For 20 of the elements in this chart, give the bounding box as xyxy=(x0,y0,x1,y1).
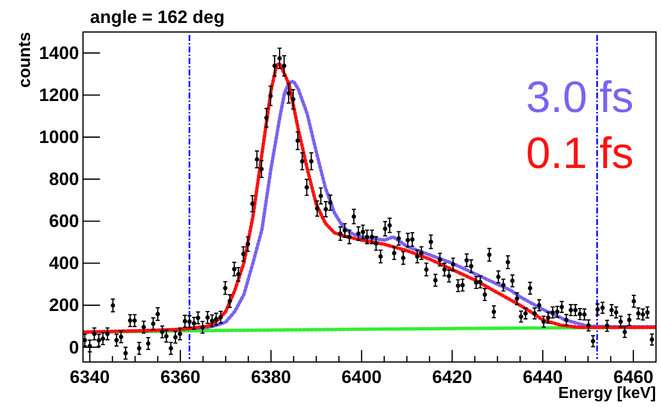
y-tick-label: 1200 xyxy=(38,85,79,106)
x-tick-label: 6380 xyxy=(250,367,292,387)
text: 3.0 fs xyxy=(526,73,634,122)
x-axis-title: Energy [keV] xyxy=(558,385,656,402)
x-tick-label: 6360 xyxy=(160,367,200,387)
y-tick-label: 0 xyxy=(68,337,79,358)
y-tick-label: 400 xyxy=(48,253,79,274)
y-tick-label: 600 xyxy=(48,211,79,232)
y-tick-label: 1000 xyxy=(38,127,79,148)
x-tick-label: 6440 xyxy=(522,367,563,387)
y-tick-label: 1400 xyxy=(38,43,79,64)
text: 0.1 fs xyxy=(526,129,634,178)
y-tick-label: 200 xyxy=(48,295,79,316)
chart-title: angle = 162 deg xyxy=(90,7,225,27)
x-tick-label: 6420 xyxy=(432,367,472,387)
y-axis-title: counts xyxy=(15,32,34,88)
x-tick-label: 6400 xyxy=(342,367,382,387)
y-tick-label: 800 xyxy=(48,169,79,190)
x-tick-label: 6460 xyxy=(613,367,654,387)
x-tick-label: 6340 xyxy=(70,367,110,387)
